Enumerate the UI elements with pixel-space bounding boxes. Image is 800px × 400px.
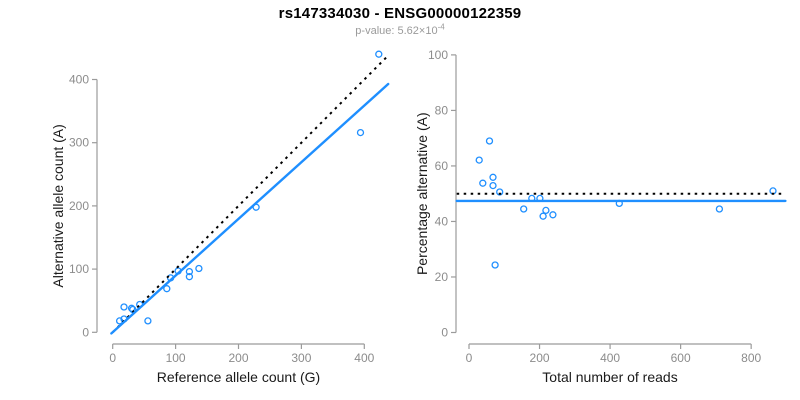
y-axis-tick-label: 100 [428, 48, 448, 62]
data-point [185, 273, 194, 281]
x-axis-tick-label: 600 [671, 351, 691, 365]
y-axis-tick-label: 0 [441, 326, 448, 340]
data-point [185, 267, 194, 276]
data-point [489, 181, 497, 190]
x-axis-tick-label: 0 [466, 351, 473, 365]
data-point [539, 212, 547, 220]
x-axis-tick-label: 100 [166, 351, 186, 365]
data-point [496, 188, 504, 196]
x-axis-tick-label: 200 [228, 351, 248, 365]
x-axis-tick-label: 300 [291, 351, 311, 365]
right-scatter-panel: 0 20 40 60 80 100 0 200 400 600 800 Total number of… [414, 48, 787, 385]
data-point [144, 317, 152, 325]
figure-subtitle: p-value: 5.62×10-4 [0, 22, 800, 37]
regression-line [110, 82, 390, 335]
x-axis-tick-label: 800 [741, 351, 761, 365]
data-point [127, 304, 136, 312]
x-axis-title: Reference allele count (G) [157, 369, 320, 385]
y-axis-tick-label: 40 [435, 214, 449, 228]
x-axis-tick-label: 400 [600, 351, 620, 365]
data-point [195, 264, 203, 273]
p-value-exponent: -4 [437, 22, 445, 32]
x-axis-tick-label: 0 [109, 351, 116, 365]
data-point [120, 303, 128, 311]
y-axis-tick-label: 20 [435, 270, 449, 284]
data-point [715, 205, 724, 213]
x-axis-title: Total number of reads [542, 369, 677, 385]
figure-title: rs147334030 - ENSG00000122359 [278, 5, 522, 22]
y-axis-tick-label: 300 [69, 136, 89, 150]
y-axis-tick-label: 200 [69, 199, 89, 213]
data-point [356, 128, 365, 137]
data-point [491, 261, 499, 269]
data-point [485, 137, 494, 145]
identity-line [111, 55, 389, 334]
data-point [520, 205, 528, 213]
y-axis-tick-label: 80 [435, 103, 449, 117]
data-point [479, 179, 487, 187]
y-axis-tick-label: 100 [69, 262, 89, 276]
y-axis-tick-label: 60 [435, 159, 449, 173]
data-point [375, 50, 383, 58]
data-point [542, 206, 550, 215]
p-value-text: p-value: 5.62×10 [355, 25, 438, 37]
y-axis-title: Alternative allele count (A) [50, 124, 66, 287]
y-axis-tick-label: 0 [82, 325, 89, 339]
x-axis-tick-label: 400 [354, 351, 374, 365]
data-point [115, 317, 124, 325]
data-point [163, 285, 171, 293]
x-axis-tick-label: 200 [530, 351, 550, 365]
y-axis-title: Percentage alternative (A) [414, 112, 430, 275]
data-point [549, 211, 557, 219]
left-scatter-panel: 0 100 200 300 400 0 100 200 300 400 Reference alle… [50, 50, 390, 385]
y-axis-tick-label: 400 [69, 73, 89, 87]
data-point [489, 173, 497, 181]
data-point [475, 156, 483, 164]
